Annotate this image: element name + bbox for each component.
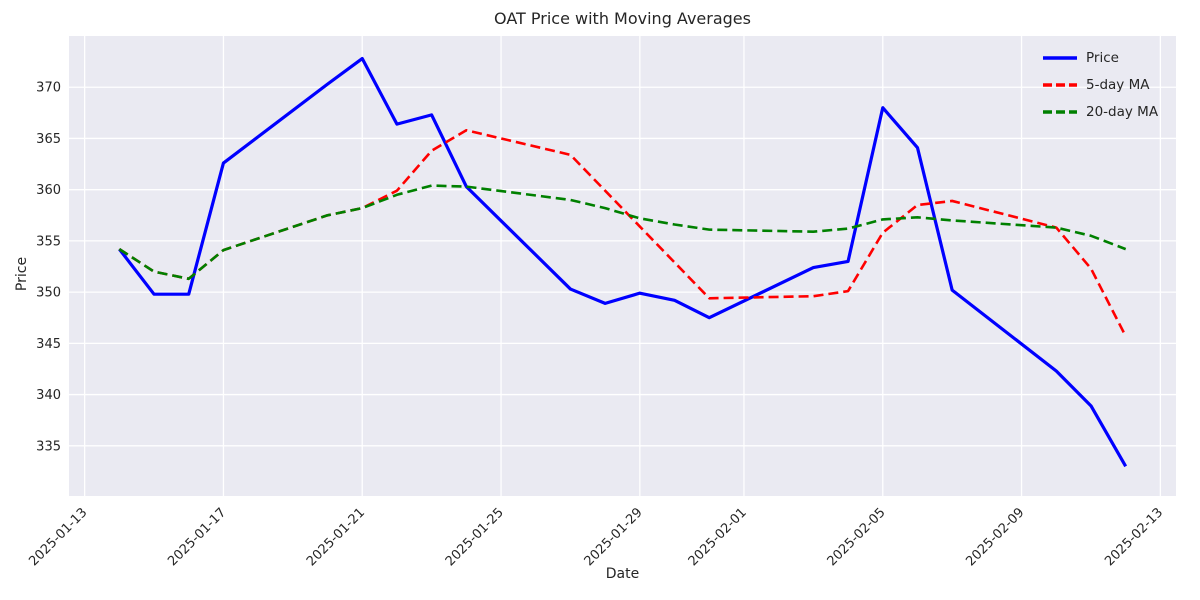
y-tick-label: 365 — [36, 132, 61, 147]
x-tick-label: 2025-02-13 — [1102, 505, 1166, 569]
ma20-line-swatch-icon — [1043, 109, 1077, 114]
y-tick-label: 345 — [36, 337, 61, 352]
chart-title: OAT Price with Moving Averages — [494, 9, 751, 28]
y-tick-label: 350 — [36, 286, 61, 301]
legend-item-ma20: 20-day MA — [1043, 98, 1158, 125]
x-tick-label: 2025-01-17 — [165, 505, 229, 569]
x-axis-label: Date — [605, 566, 640, 582]
x-tick-label: 2025-01-29 — [582, 505, 646, 569]
legend-item-ma5: 5-day MA — [1043, 71, 1158, 98]
y-tick-label: 360 — [36, 183, 61, 198]
x-tick-label: 2025-02-09 — [963, 505, 1027, 569]
legend-label-price: Price — [1086, 49, 1119, 66]
y-tick-label: 355 — [36, 234, 61, 249]
legend-item-price: Price — [1043, 44, 1158, 71]
legend: Price 5-day MA 20-day MA — [1043, 44, 1158, 125]
series-line-20-day-ma — [118, 184, 1127, 281]
y-axis-label: Price — [14, 256, 30, 292]
y-tick-label: 370 — [36, 81, 61, 96]
y-tick-label: 340 — [36, 388, 61, 403]
x-tick-label: 2025-02-05 — [825, 505, 889, 569]
x-tick-label: 2025-01-21 — [304, 505, 368, 569]
legend-label-ma5: 5-day MA — [1086, 76, 1150, 93]
price-line-swatch-icon — [1043, 55, 1077, 60]
legend-label-ma20: 20-day MA — [1086, 103, 1159, 120]
ma5-line-swatch-icon — [1043, 82, 1077, 87]
x-tick-label: 2025-02-01 — [686, 505, 750, 569]
axes-background — [69, 36, 1176, 496]
x-tick-label: 2025-01-13 — [26, 505, 90, 569]
y-tick-label: 335 — [36, 439, 61, 454]
x-tick-label: 2025-01-25 — [443, 505, 507, 569]
